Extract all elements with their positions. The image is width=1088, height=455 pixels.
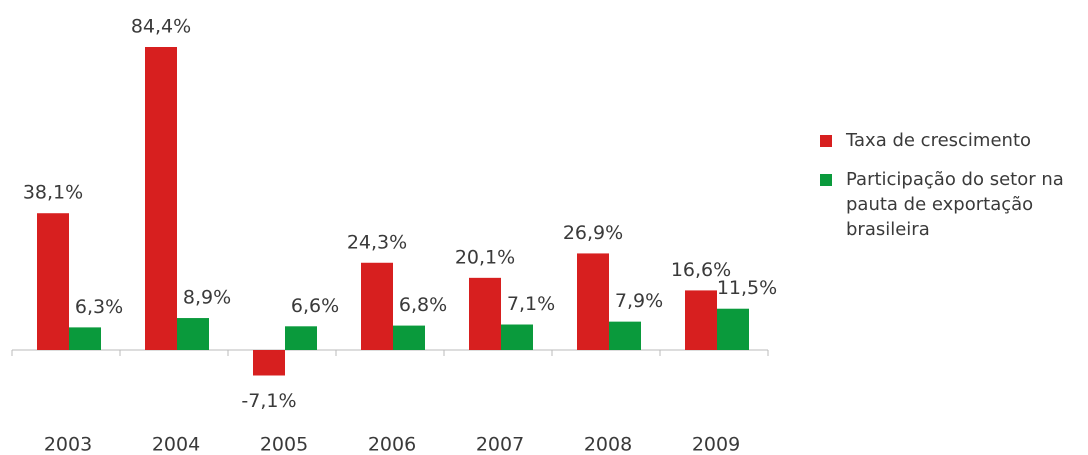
bar: [717, 308, 749, 350]
bar: [501, 324, 533, 350]
bar: [285, 326, 317, 350]
bar: [145, 47, 177, 350]
bar: [469, 277, 501, 350]
bar: [177, 318, 209, 350]
legend-item: Taxa de crescimento: [820, 128, 1070, 153]
value-label: 16,6%: [671, 259, 731, 281]
x-tick-label: 2003: [44, 434, 92, 455]
value-label: 26,9%: [563, 222, 623, 244]
x-tick-label: 2007: [476, 434, 524, 455]
value-label: 7,9%: [615, 290, 663, 312]
value-label: 11,5%: [717, 277, 777, 299]
value-label: 84,4%: [131, 16, 191, 38]
legend: Taxa de crescimento Participação do setor…: [820, 128, 1070, 256]
bar: [609, 321, 641, 350]
value-label: 8,9%: [183, 287, 231, 309]
bar: [393, 325, 425, 350]
bar: [361, 262, 393, 350]
value-label: 20,1%: [455, 246, 515, 268]
legend-swatch: [820, 135, 832, 147]
x-tick-label: 2005: [260, 434, 308, 455]
value-label: 6,3%: [75, 296, 123, 318]
legend-item: Participação do setor na pauta de export…: [820, 167, 1070, 242]
value-label: 38,1%: [23, 182, 83, 204]
x-tick-label: 2008: [584, 434, 632, 455]
bar: [37, 213, 69, 350]
bar: [685, 290, 717, 350]
value-label: 24,3%: [347, 231, 407, 253]
x-tick-label: 2009: [692, 434, 740, 455]
legend-label: Taxa de crescimento: [846, 130, 1032, 151]
chart: 2003 38,1% 6,3% 2004 84,4% 8,9% 2005 -7,1% 6,6% 2…: [11, 16, 777, 455]
value-label: -7,1%: [241, 390, 296, 412]
value-label: 7,1%: [507, 293, 555, 315]
value-label: 6,6%: [291, 295, 339, 317]
legend-swatch: [820, 174, 832, 186]
bar: [253, 350, 285, 376]
x-tick-label: 2004: [152, 434, 200, 455]
bar: [69, 327, 101, 350]
bar: [577, 253, 609, 350]
value-label: 6,8%: [399, 294, 447, 316]
x-tick-label: 2006: [368, 434, 416, 455]
legend-label: Participação do setor na pauta de export…: [846, 169, 1064, 240]
